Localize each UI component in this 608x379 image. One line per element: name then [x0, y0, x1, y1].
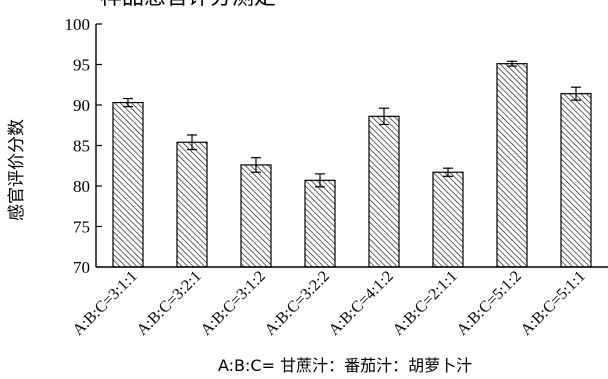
bar	[304, 179, 336, 268]
y-axis-title: 感官评价分数	[7, 119, 27, 221]
x-category-label: A:B:C=5:1:1	[518, 268, 589, 339]
error-bar	[443, 167, 453, 177]
x-category-label: A:B:C=5:1:2	[454, 268, 525, 339]
y-tick-label: 95	[73, 56, 90, 75]
error-bar	[507, 60, 517, 67]
y-tick-label: 90	[73, 96, 90, 115]
top-caption-fragment: 样品感官评分测定	[100, 0, 276, 10]
bar	[432, 171, 464, 268]
error-bar	[379, 107, 389, 126]
error-bars	[123, 60, 581, 188]
bar-series	[112, 63, 592, 268]
y-tick-label: 80	[73, 177, 90, 196]
y-tick-label: 75	[73, 218, 90, 237]
x-category-label: A:B:C=2:1:1	[390, 268, 461, 339]
y-tick-label: 100	[65, 15, 91, 34]
bar	[496, 63, 528, 268]
y-axis-title-group: 感官评价分数	[7, 119, 27, 221]
axes-frame	[95, 24, 608, 268]
bar	[240, 164, 272, 268]
bar	[112, 101, 144, 268]
bar	[176, 141, 208, 268]
x-category-label: A:B:C=3:2:1	[134, 268, 205, 339]
x-category-label: A:B:C=4:1:2	[326, 268, 397, 339]
x-axis-category-labels: A:B:C=3:1:1A:B:C=3:2:1A:B:C=3:1:2A:B:C=3…	[70, 268, 589, 339]
error-bar	[315, 173, 325, 188]
chart-footnote: A:B:C= 甘蔗汁：番茄汁：胡萝卜汁	[218, 356, 472, 375]
y-tick-label: 85	[73, 137, 90, 156]
x-category-label: A:B:C=3:2:2	[262, 268, 333, 339]
error-bar	[251, 157, 261, 173]
error-bar	[571, 86, 581, 101]
error-bar	[123, 97, 133, 108]
bar	[560, 93, 592, 268]
y-tick-label: 70	[73, 258, 90, 277]
x-category-label: A:B:C=3:1:1	[70, 268, 141, 339]
error-bar	[187, 134, 197, 151]
bar	[368, 115, 400, 268]
y-axis-ticks: 70 75 80 85 90 95 100	[65, 15, 102, 277]
x-category-label: A:B:C=3:1:2	[198, 268, 269, 339]
